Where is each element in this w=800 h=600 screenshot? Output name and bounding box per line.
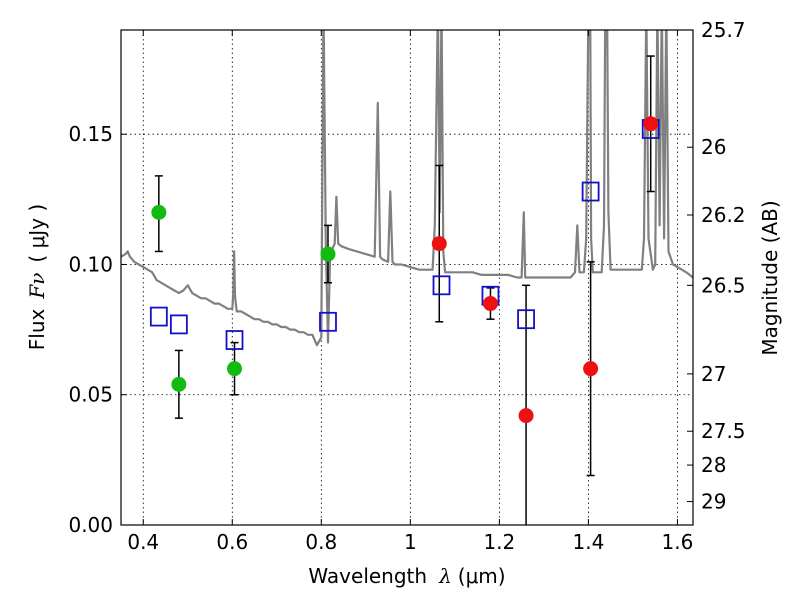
green-point: [320, 246, 336, 262]
y2-tick-label: 27: [701, 362, 726, 386]
y-tick-label: 0.00: [68, 513, 113, 537]
y2-axis-label: Magnitude (AB): [758, 200, 782, 355]
error-bars: [154, 55, 655, 525]
y2-tick-label: 26.5: [701, 273, 746, 297]
red-point: [431, 236, 447, 252]
y2-tick-label: 25.7: [701, 18, 746, 42]
green-point: [171, 376, 187, 392]
plot-frame: [120, 29, 694, 526]
blue-square-marker: [432, 275, 451, 296]
blue-square-marker: [517, 309, 535, 330]
y2-tick-label: 29: [701, 490, 726, 514]
y2-tick-label: 26.2: [701, 203, 746, 227]
red-point: [518, 408, 534, 424]
red-point: [482, 296, 498, 312]
y2-tick-label: 28: [701, 453, 726, 477]
green-point: [227, 361, 243, 377]
blue-square-marker: [149, 306, 168, 327]
y2-axis-ticks: 25.7 26 26.2 26.5 27 27.5 28 29: [687, 18, 746, 514]
y2-tick-label: 26: [701, 135, 726, 159]
x-axis-label: Wavelength λ (μm): [308, 564, 505, 588]
blue-square-marker: [225, 330, 244, 350]
x-tick-label: 1: [404, 530, 417, 554]
green-point: [151, 204, 167, 220]
x-tick-label: 1.6: [662, 530, 694, 554]
y-tick-label: 0.10: [68, 252, 113, 276]
y-tick-label: 0.05: [68, 383, 113, 407]
y-tick-label: 0.15: [68, 122, 113, 146]
x-tick-label: 0.4: [127, 530, 159, 554]
spectrum-line: [121, 30, 693, 347]
x-axis-ticks: 0.4 0.6 0.8 1 1.2 1.4 1.6: [127, 30, 693, 554]
data-points: [149, 116, 660, 424]
x-tick-label: 0.8: [305, 530, 337, 554]
y-axis-label: FluxFν( μJy ): [25, 204, 49, 350]
blue-square-marker: [581, 181, 600, 202]
y2-tick-label: 27.5: [701, 419, 746, 443]
x-tick-label: 0.6: [216, 530, 248, 554]
y-axis-ticks: 0.00 0.05 0.10 0.15: [68, 122, 127, 537]
blue-square-marker: [169, 314, 188, 335]
x-tick-label: 1.2: [483, 530, 515, 554]
blue-square-marker: [319, 311, 337, 332]
grid-lines: [121, 30, 693, 526]
x-tick-label: 1.4: [572, 530, 604, 554]
red-point: [643, 116, 659, 132]
red-point: [583, 361, 599, 377]
spectrum-layer: [121, 30, 693, 347]
